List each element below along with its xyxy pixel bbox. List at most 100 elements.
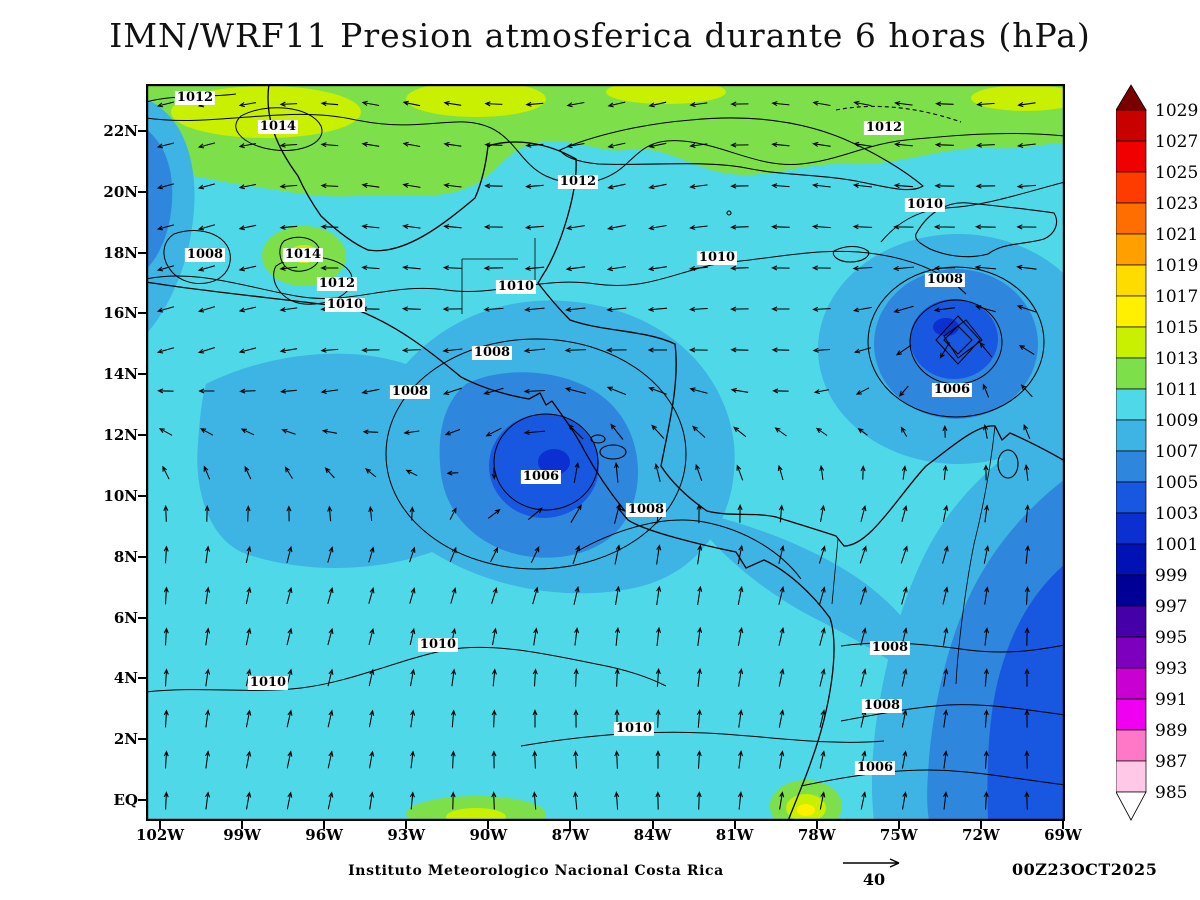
colorbar-segment [1115, 512, 1147, 545]
colorbar-segment [1115, 140, 1147, 173]
lat-tick-mark [138, 677, 146, 680]
colorbar-label: 991 [1155, 690, 1187, 710]
lon-tick-label: 81W [715, 826, 754, 844]
lat-tick-label: 22N [103, 122, 138, 140]
lat-tick-label: 10N [103, 486, 138, 505]
lon-tick-mark [815, 821, 818, 829]
colorbar-label: 1023 [1155, 194, 1198, 214]
lat-tick-label: 14N [103, 365, 138, 384]
colorbar-label: 1021 [1155, 225, 1198, 245]
lon-tick-label: 99W [223, 826, 261, 844]
colorbar-label: 993 [1155, 659, 1187, 679]
lat-tick-mark [138, 251, 146, 254]
wind-scale-arrow-icon [843, 858, 900, 868]
lat-tick-mark [138, 799, 146, 802]
colorbar-label: 1007 [1155, 442, 1198, 462]
colorbar-segment [1115, 605, 1147, 638]
colorbar-segment [1115, 295, 1147, 328]
colorbar-segment [1115, 419, 1147, 452]
lon-tick-label: 87W [551, 826, 590, 844]
colorbar-over-arrow [1115, 84, 1147, 111]
colorbar-segment [1115, 388, 1147, 421]
colorbar-segment [1115, 357, 1147, 390]
colorbar-label: 997 [1155, 597, 1187, 617]
colorbar-segment [1115, 202, 1147, 235]
lon-tick-mark [651, 821, 654, 829]
lat-tick-label: 12N [103, 426, 138, 445]
colorbar-segment [1115, 171, 1147, 204]
colorbar-label: 987 [1155, 752, 1187, 772]
wind-scale: 40 [838, 854, 910, 889]
lon-tick-label: 84W [633, 826, 672, 844]
colorbar-label: 1017 [1155, 287, 1198, 307]
colorbar-segment [1115, 667, 1147, 700]
lon-tick-label: 72W [962, 826, 1000, 844]
colorbar-label: 1001 [1155, 535, 1198, 555]
lat-tick-mark [138, 494, 146, 497]
lon-tick-mark [487, 821, 490, 829]
lon-tick-mark [159, 821, 161, 829]
timestamp-label: 00Z23OCT2025 [1012, 860, 1158, 879]
colorbar-label: 1003 [1155, 504, 1198, 524]
colorbar-label: 1029 [1155, 101, 1198, 121]
lat-tick-mark [138, 738, 146, 741]
colorbar-segment [1115, 233, 1147, 266]
lat-tick-mark [138, 555, 146, 558]
lat-tick-label: EQ [113, 791, 139, 810]
colorbar-label: 1027 [1155, 132, 1198, 152]
map-frame: 1012 1014 1012 1012 1010 1008 1014 1012 1010 1010… [146, 84, 1065, 821]
colorbar-under-arrow [1115, 791, 1147, 821]
lon-tick-mark [897, 821, 900, 829]
colorbar-label: 1009 [1155, 411, 1198, 431]
colorbar-segment [1115, 109, 1147, 142]
lon-tick-label: 102W [136, 826, 185, 844]
lon-tick-mark [405, 821, 408, 829]
lon-tick-mark [241, 821, 244, 829]
colorbar-label: 1013 [1155, 349, 1198, 369]
lon-tick-mark [323, 821, 326, 829]
lon-tick-mark [979, 821, 982, 829]
colorbar-label: 999 [1155, 566, 1187, 586]
colorbar-label: 1025 [1155, 163, 1198, 183]
lon-tick-mark [733, 821, 736, 829]
lon-tick-mark [1061, 821, 1064, 829]
lat-tick-label: 20N [103, 182, 138, 201]
lat-tick-label: 2N [113, 730, 138, 749]
colorbar-label: 1005 [1155, 473, 1198, 493]
colorbar-segment [1115, 636, 1147, 669]
lat-tick-mark [138, 373, 146, 376]
lon-tick-mark [569, 821, 572, 829]
lon-tick-label: 75W [879, 826, 918, 844]
colorbar-segment [1115, 760, 1147, 793]
colorbar-segment [1115, 698, 1147, 731]
colorbar-label: 985 [1155, 783, 1187, 803]
map-border [146, 84, 1065, 821]
lon-tick-label: 78W [797, 826, 836, 844]
pressure-fill-layer [146, 84, 1065, 821]
lat-tick-label: 16N [103, 304, 138, 323]
lat-tick-mark [138, 434, 146, 437]
colorbar-label: 1015 [1155, 318, 1198, 338]
colorbar-segment [1115, 264, 1147, 297]
coastlines-layer [146, 84, 1065, 821]
lat-tick-label: 4N [113, 669, 138, 688]
institute-credit: Instituto Meteorologico Nacional Costa R… [348, 863, 724, 879]
colorbar-label: 1011 [1155, 380, 1198, 400]
colorbar-segment [1115, 481, 1147, 514]
lat-tick-label: 8N [113, 547, 138, 566]
lat-tick-mark [138, 130, 146, 132]
colorbar-segment [1115, 543, 1147, 576]
lat-tick-label: 6N [113, 608, 138, 627]
wind-arrows [156, 100, 1037, 810]
tropical-cyclone-icon [935, 315, 983, 365]
colorbar-segment [1115, 574, 1147, 607]
wind-arrow-field [156, 100, 1037, 810]
colorbar-label: 995 [1155, 628, 1187, 648]
lon-tick-label: 69W [1044, 826, 1082, 844]
colorbar-legend: 1029 1027 1025 1023 1021 1019 1017 1015 1013 1011… [1115, 84, 1200, 830]
colorbar-segment [1115, 326, 1147, 359]
lon-tick-label: 96W [305, 826, 344, 844]
lon-tick-label: 90W [469, 826, 508, 844]
lat-tick-mark [138, 616, 146, 619]
colorbar-label: 1019 [1155, 256, 1198, 276]
